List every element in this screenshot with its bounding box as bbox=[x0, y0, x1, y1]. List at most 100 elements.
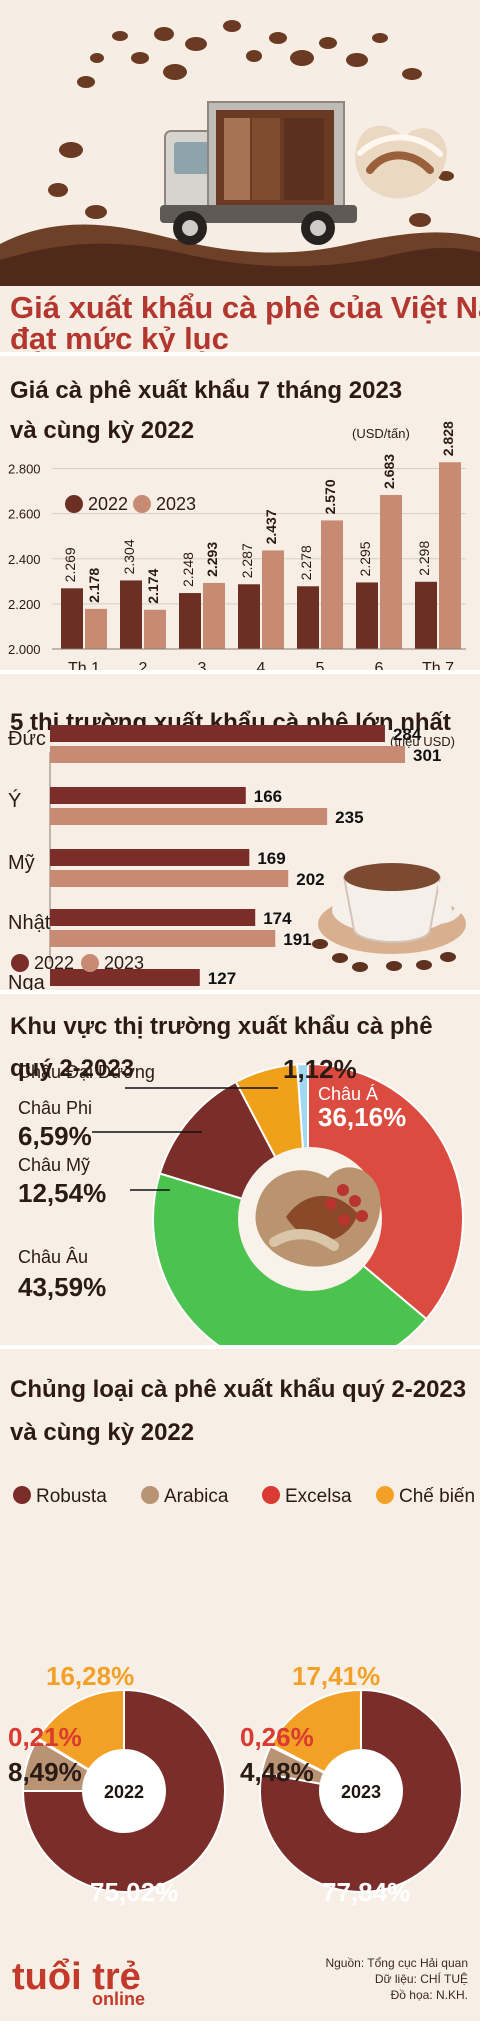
chart1-title-line2: và cùng kỳ 2022 bbox=[10, 417, 194, 444]
chart1-value-2022: 2.295 bbox=[357, 541, 373, 576]
chart1-value-2023: 2.570 bbox=[322, 479, 338, 514]
chart2-bar-2022 bbox=[50, 849, 250, 866]
chart3-label-america-name: Châu Mỹ bbox=[18, 1155, 90, 1175]
chart4-legend: Robusta Arabica Excelsa Chế biến bbox=[13, 1486, 475, 1507]
chart2-value-2022: 166 bbox=[254, 787, 282, 806]
chart1-bar-2022 bbox=[61, 588, 83, 649]
chart1-bar-2023 bbox=[203, 582, 225, 649]
chart3-label-africa-value: 6,59% bbox=[18, 1121, 92, 1151]
legend-robusta-label: Robusta bbox=[36, 1486, 107, 1507]
chart2-bar-2022 bbox=[50, 725, 385, 742]
chart2-category-label: Đức bbox=[8, 728, 46, 750]
chart3-title-line2: quý 2-2023 bbox=[10, 1055, 134, 1082]
chart4-value-label-0-0: 75,02% bbox=[90, 1877, 178, 1907]
chart1-value-2023: 2.178 bbox=[86, 568, 102, 603]
chart1-y-tick-label: 2.400 bbox=[8, 552, 41, 567]
chart2-bar-2023 bbox=[50, 930, 276, 947]
chart2-legend-2022-label: 2022 bbox=[34, 953, 74, 973]
chart1-title-line1: Giá cà phê xuất khẩu 7 tháng 2023 bbox=[10, 377, 402, 404]
top-markets-section: 5 thị trường xuất khẩu cà phê lớn nhất (… bbox=[0, 670, 480, 1009]
chart4-year-label: 2023 bbox=[341, 1782, 381, 1802]
chart3-label-europe-name: Châu Âu bbox=[18, 1247, 88, 1267]
chart4-title-line2: và cùng kỳ 2022 bbox=[10, 1419, 194, 1446]
chart3-label-europe-value: 43,59% bbox=[18, 1272, 106, 1302]
chart1-value-2023: 2.828 bbox=[440, 421, 456, 456]
legend-2022-swatch bbox=[65, 495, 83, 513]
chart4-value-label-0-1: 8,49% bbox=[8, 1757, 82, 1787]
chart2-bar-2022 bbox=[50, 909, 256, 926]
legend-2022-label: 2022 bbox=[88, 494, 128, 514]
chart1-value-2023: 2.293 bbox=[204, 542, 220, 577]
legend-excelsa-label: Excelsa bbox=[285, 1486, 352, 1507]
chart2-value-2022: 284 bbox=[393, 725, 422, 744]
chart2-bar-2022 bbox=[50, 787, 246, 804]
chart2-legend-2023-swatch bbox=[81, 954, 99, 972]
coffee-types-section: Chủng loại cà phê xuất khẩu quý 2-2023 v… bbox=[0, 1345, 480, 2016]
chart4-title-line1: Chủng loại cà phê xuất khẩu quý 2-2023 bbox=[10, 1376, 466, 1403]
chart3-label-africa-name: Châu Phi bbox=[18, 1098, 92, 1118]
chart1-value-2022: 2.287 bbox=[239, 543, 255, 578]
chart1-x-tick-label: 4 bbox=[257, 660, 266, 674]
chart1-bar-2022 bbox=[179, 593, 201, 649]
source-line-3: Đồ họa: N.KH. bbox=[391, 1988, 468, 2002]
chart4-value-label-0-2: 0,21% bbox=[8, 1722, 82, 1752]
source-line-1: Nguồn: Tổng cục Hải quan bbox=[325, 1956, 468, 1970]
chart1-value-2022: 2.278 bbox=[298, 545, 314, 580]
chart1-unit-label: (USD/tấn) bbox=[352, 426, 410, 441]
chart3-center-illustration bbox=[238, 1147, 382, 1291]
chart1-bar-2023 bbox=[380, 494, 402, 649]
chart1-value-2022: 2.269 bbox=[62, 547, 78, 582]
headline-line-1: Giá xuất khẩu cà phê của Việt Nam bbox=[10, 290, 480, 325]
legend-robusta-swatch bbox=[13, 1486, 31, 1504]
legend-processed-label: Chế biến bbox=[399, 1486, 475, 1507]
chart1-bar-2023 bbox=[85, 608, 107, 649]
chart2-value-2022: 174 bbox=[263, 909, 292, 928]
chart2-bar-2022 bbox=[50, 969, 200, 986]
chart1-value-2023: 2.683 bbox=[381, 454, 397, 489]
chart2-value-2022: 127 bbox=[208, 969, 236, 988]
chart2-unit-label: (triệu USD) bbox=[390, 734, 455, 749]
chart4-value-label-1-1: 4,48% bbox=[240, 1757, 314, 1787]
chart2-bar-2023 bbox=[50, 808, 328, 825]
legend-arabica-swatch bbox=[141, 1486, 159, 1504]
chart2-legend-2023-label: 2023 bbox=[104, 953, 144, 973]
chart4-value-label-1-3: 17,41% bbox=[292, 1661, 380, 1691]
chart1-x-tick-label: 2 bbox=[139, 660, 148, 674]
chart4-value-label-1-2: 0,26% bbox=[240, 1722, 314, 1752]
chart1-y-tick-label: 2.200 bbox=[8, 597, 41, 612]
chart2-value-2023: 235 bbox=[335, 808, 363, 827]
chart2-value-2023: 202 bbox=[296, 870, 324, 889]
logo-sub: online bbox=[92, 1989, 145, 2009]
chart3-label-america-value: 12,54% bbox=[18, 1178, 106, 1208]
chart2-category-label: Nga bbox=[8, 972, 46, 994]
chart3-slice bbox=[307, 1062, 464, 1321]
source-block: Nguồn: Tổng cục Hải quan Dữ liệu: CHÍ TU… bbox=[325, 1956, 468, 2002]
chart1-value-2022: 2.248 bbox=[180, 552, 196, 587]
chart2-value-2023: 191 bbox=[283, 930, 311, 949]
top-markets-chart: 5 thị trường xuất khẩu cà phê lớn nhất (… bbox=[8, 709, 466, 1009]
legend-2023-swatch bbox=[133, 495, 151, 513]
chart1-bar-2022 bbox=[356, 582, 378, 649]
chart1-bar-2022 bbox=[415, 581, 437, 649]
chart1-y-tick-label: 2.000 bbox=[8, 642, 41, 657]
chart1-legend: 2022 2023 bbox=[65, 494, 196, 514]
chart1-x-tick-label: 5 bbox=[316, 660, 325, 674]
chart2-bar-2023 bbox=[50, 870, 289, 887]
chart4-donut-hole bbox=[82, 1749, 166, 1833]
chart1-bar-2023 bbox=[439, 462, 461, 649]
chart2-value-2023: 301 bbox=[413, 746, 441, 765]
chart1-value-2022: 2.298 bbox=[416, 541, 432, 576]
regions-section: Khu vực thị trường xuất khẩu cà phê quý … bbox=[0, 990, 480, 1375]
chart1-bar-2023 bbox=[321, 520, 343, 649]
regions-pie-chart: Khu vực thị trường xuất khẩu cà phê quý … bbox=[10, 1013, 464, 1375]
chart2-category-label: Nhật bbox=[8, 912, 51, 934]
logo-main: tuổi trẻ bbox=[12, 1956, 141, 1998]
chart1-bar-2023 bbox=[144, 609, 166, 649]
legend-arabica-label: Arabica bbox=[164, 1486, 229, 1507]
chart4-value-label-0-3: 16,28% bbox=[46, 1661, 134, 1691]
legend-excelsa-swatch bbox=[262, 1486, 280, 1504]
chart1-bar-2022 bbox=[120, 580, 142, 649]
chart2-category-label: Mỹ bbox=[8, 852, 35, 874]
chart1-y-tick-label: 2.600 bbox=[8, 507, 41, 522]
chart4-year-label: 2022 bbox=[104, 1782, 144, 1802]
